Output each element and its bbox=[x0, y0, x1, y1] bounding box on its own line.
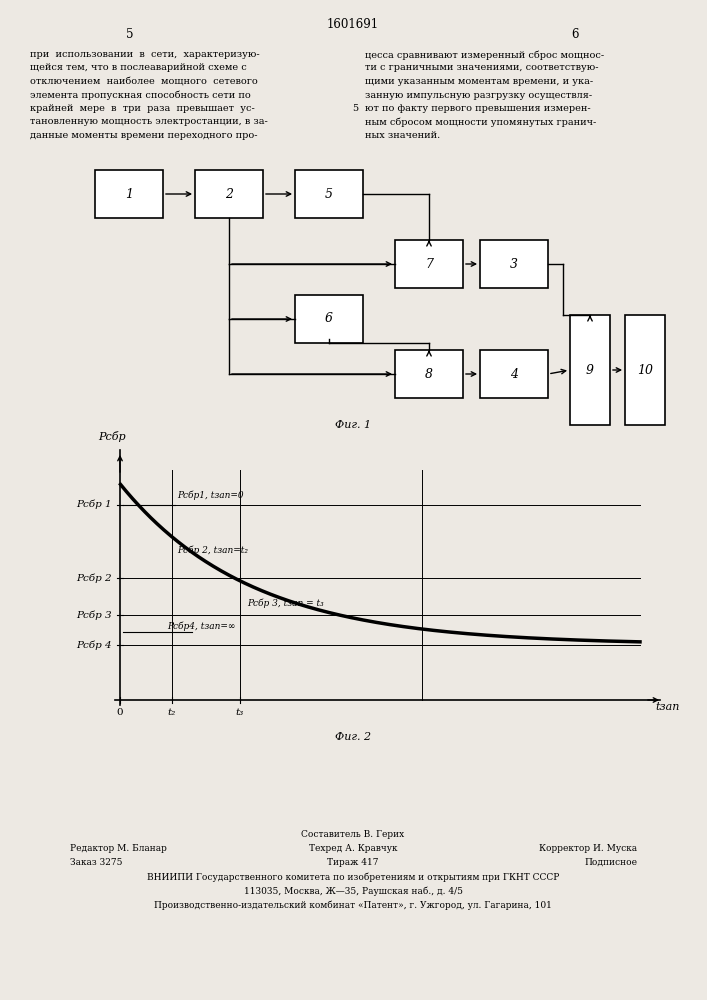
Text: 2: 2 bbox=[225, 188, 233, 200]
Text: ным сбросом мощности упомянутых гранич-: ным сбросом мощности упомянутых гранич- bbox=[365, 117, 596, 127]
Text: 5: 5 bbox=[325, 188, 333, 200]
Text: Заказ 3275: Заказ 3275 bbox=[70, 858, 122, 867]
Text: 5: 5 bbox=[127, 28, 134, 41]
Text: Фиг. 1: Фиг. 1 bbox=[335, 420, 371, 430]
Text: ти с граничными значениями, соответствую-: ти с граничными значениями, соответствую… bbox=[365, 64, 599, 73]
Text: 0: 0 bbox=[117, 708, 123, 717]
Text: 113035, Москва, Ж—35, Раушская наб., д. 4/5: 113035, Москва, Ж—35, Раушская наб., д. … bbox=[243, 886, 462, 896]
Text: 7: 7 bbox=[425, 257, 433, 270]
Text: элемента пропускная способность сети по: элемента пропускная способность сети по bbox=[30, 91, 251, 100]
Bar bbox=[570, 315, 610, 425]
Text: ных значений.: ных значений. bbox=[365, 131, 440, 140]
Text: 6: 6 bbox=[325, 312, 333, 326]
Text: при  использовании  в  сети,  характеризую-: при использовании в сети, характеризую- bbox=[30, 50, 259, 59]
Text: тановленную мощность электростанции, в за-: тановленную мощность электростанции, в з… bbox=[30, 117, 268, 126]
Text: Рсбр 3: Рсбр 3 bbox=[76, 610, 112, 620]
Bar bbox=[480, 350, 548, 398]
Text: крайней  мере  в  три  раза  превышает  ус-: крайней мере в три раза превышает ус- bbox=[30, 104, 255, 113]
Text: Рсбр 2, tзап=t₂: Рсбр 2, tзап=t₂ bbox=[177, 546, 248, 555]
Text: занную импульсную разгрузку осуществля-: занную импульсную разгрузку осуществля- bbox=[365, 91, 592, 100]
Text: отключением  наиболее  мощного  сетевого: отключением наиболее мощного сетевого bbox=[30, 77, 258, 86]
Text: Рсбр 3, tзап = t₃: Рсбр 3, tзап = t₃ bbox=[247, 599, 325, 608]
Bar bbox=[95, 170, 163, 218]
Bar bbox=[395, 240, 463, 288]
Text: Рсбр 2: Рсбр 2 bbox=[76, 573, 112, 583]
Text: данные моменты времени переходного про-: данные моменты времени переходного про- bbox=[30, 131, 257, 140]
Text: Рсбр1, tзап=0: Рсбр1, tзап=0 bbox=[177, 490, 244, 499]
Text: щими указанным моментам времени, и ука-: щими указанным моментам времени, и ука- bbox=[365, 77, 593, 86]
Text: Рсбр4, tзап=∞: Рсбр4, tзап=∞ bbox=[167, 622, 235, 631]
Text: 6: 6 bbox=[571, 28, 579, 41]
Text: Рсбр 4: Рсбр 4 bbox=[76, 640, 112, 650]
Bar bbox=[195, 170, 263, 218]
Text: 1: 1 bbox=[125, 188, 133, 200]
Text: щейся тем, что в послеаварийной схеме с: щейся тем, что в послеаварийной схеме с bbox=[30, 64, 247, 73]
Text: Корректор И. Муска: Корректор И. Муска bbox=[539, 844, 637, 853]
Text: 10: 10 bbox=[637, 363, 653, 376]
Text: 5: 5 bbox=[352, 104, 358, 113]
Text: Редактор М. Бланар: Редактор М. Бланар bbox=[70, 844, 167, 853]
Text: Техред А. Кравчук: Техред А. Кравчук bbox=[309, 844, 397, 853]
Bar bbox=[480, 240, 548, 288]
Bar bbox=[295, 170, 363, 218]
Text: Тираж 417: Тираж 417 bbox=[327, 858, 379, 867]
Text: 8: 8 bbox=[425, 367, 433, 380]
Text: Подписное: Подписное bbox=[584, 858, 637, 867]
Text: Рсбр 1: Рсбр 1 bbox=[76, 500, 112, 509]
Text: Производственно-издательский комбинат «Патент», г. Ужгород, ул. Гагарина, 101: Производственно-издательский комбинат «П… bbox=[154, 900, 552, 910]
Text: tзап: tзап bbox=[656, 702, 680, 712]
Text: t₂: t₂ bbox=[168, 708, 176, 717]
Text: Фиг. 2: Фиг. 2 bbox=[335, 732, 371, 742]
Text: Составитель В. Герих: Составитель В. Герих bbox=[301, 830, 404, 839]
Text: Рсбр: Рсбр bbox=[98, 431, 126, 442]
Text: 4: 4 bbox=[510, 367, 518, 380]
Text: 3: 3 bbox=[510, 257, 518, 270]
Text: ВНИИПИ Государственного комитета по изобретениям и открытиям при ГКНТ СССР: ВНИИПИ Государственного комитета по изоб… bbox=[147, 872, 559, 882]
Text: цесса сравнивают измеренный сброс мощнос-: цесса сравнивают измеренный сброс мощнос… bbox=[365, 50, 604, 60]
Text: 9: 9 bbox=[586, 363, 594, 376]
Bar bbox=[625, 315, 665, 425]
Bar bbox=[295, 295, 363, 343]
Text: ют по факту первого превышения измерен-: ют по факту первого превышения измерен- bbox=[365, 104, 590, 113]
Text: 1601691: 1601691 bbox=[327, 18, 379, 31]
Bar bbox=[395, 350, 463, 398]
Text: t₃: t₃ bbox=[235, 708, 244, 717]
